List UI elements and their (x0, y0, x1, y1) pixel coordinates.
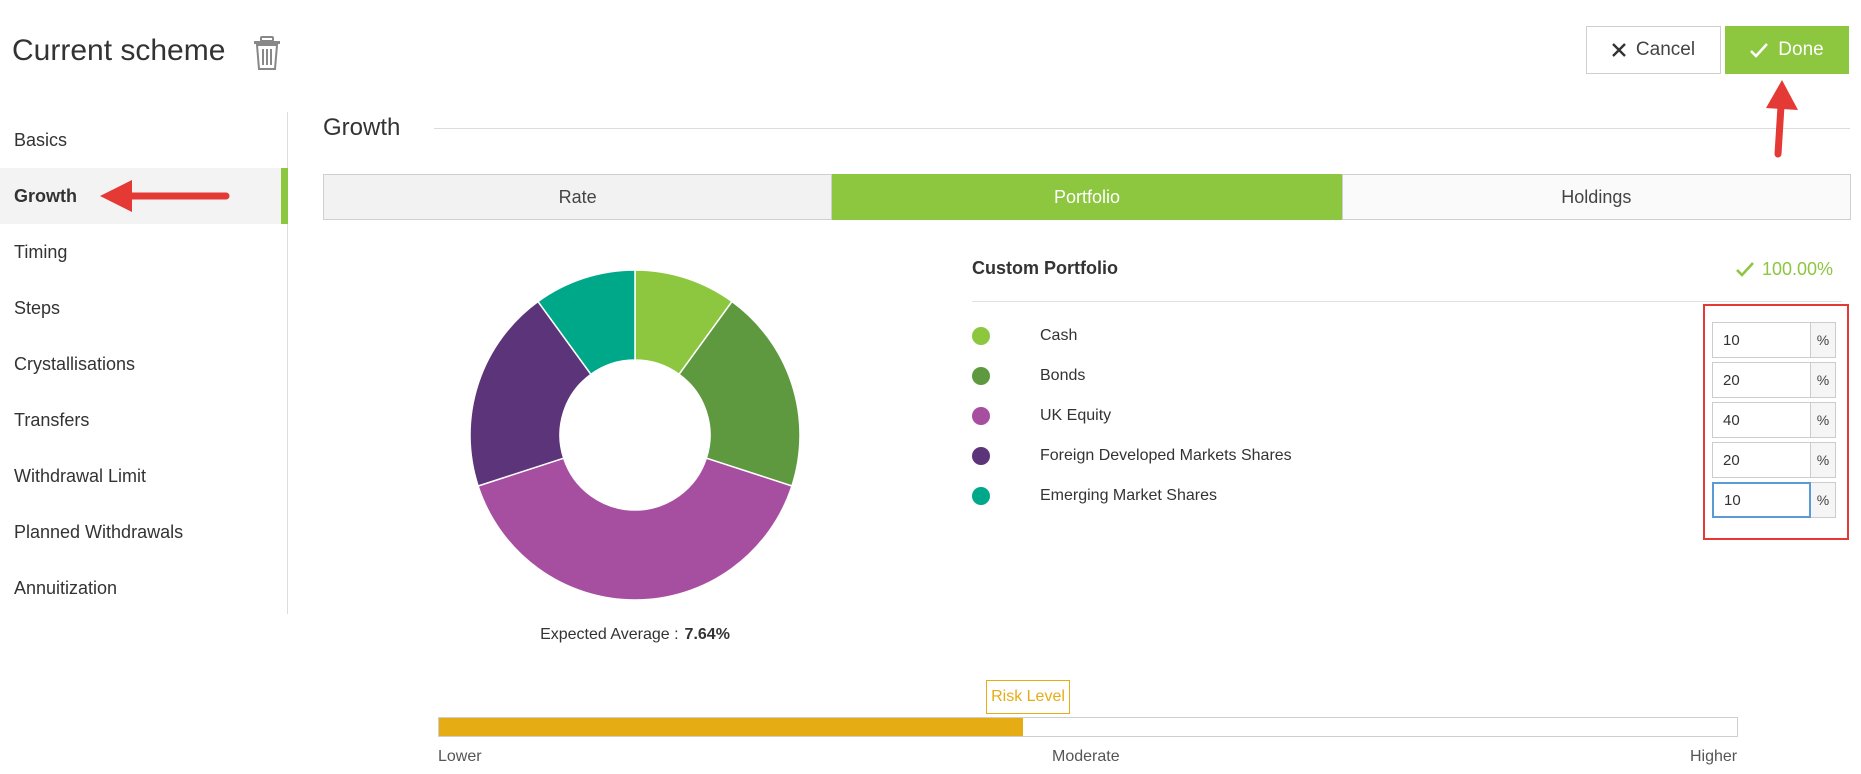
sidebar-item-timing[interactable]: Timing (14, 241, 68, 262)
sidebar-item-basics[interactable]: Basics (14, 129, 68, 150)
percent-unit: % (1811, 482, 1836, 518)
emerging-market-percent-group: % (1712, 482, 1836, 518)
risk-level-label: Risk Level (986, 680, 1070, 714)
check-icon (1750, 42, 1769, 58)
foreign-developed-percent-group: % (1712, 442, 1836, 478)
expected-average: Expected Average : 7.64% (460, 626, 810, 644)
portfolio-total: 100.00% (1736, 259, 1833, 280)
expected-average-label: Expected Average : (540, 626, 679, 643)
sidebar-item-planned-withdrawals[interactable]: Planned Withdrawals (14, 521, 184, 542)
asset-label: Cash (1040, 327, 1078, 344)
tab-portfolio[interactable]: Portfolio (832, 174, 1342, 220)
legend-dot-bonds (972, 367, 990, 385)
sidebar-item-steps[interactable]: Steps (14, 297, 61, 318)
portfolio-donut-chart (469, 269, 801, 601)
legend-dot-cash (972, 327, 990, 345)
close-icon (1612, 43, 1626, 57)
asset-row-bonds: Bonds (972, 356, 1692, 396)
cash-percent-input[interactable] (1712, 322, 1811, 358)
uk-equity-percent-input[interactable] (1712, 402, 1811, 438)
emerging-market-percent-input[interactable] (1712, 482, 1811, 518)
done-label: Done (1778, 39, 1824, 60)
asset-label: UK Equity (1040, 407, 1112, 424)
custom-portfolio-title: Custom Portfolio (972, 258, 1118, 278)
trash-icon[interactable] (252, 36, 282, 70)
risk-scale-lower: Lower (438, 748, 482, 765)
section-divider (434, 128, 1850, 129)
annotation-highlight-box (1703, 304, 1849, 540)
donut-slice-uk-equity (477, 457, 793, 601)
cash-percent-group: % (1712, 322, 1836, 358)
page-title: Current scheme (12, 34, 226, 67)
risk-scale-higher: Higher (1690, 748, 1738, 765)
foreign-developed-percent-input[interactable] (1712, 442, 1811, 478)
percent-unit: % (1811, 322, 1836, 358)
sidebar-item-growth[interactable]: Growth (0, 168, 288, 224)
percent-unit: % (1811, 442, 1836, 478)
donut-slice-foreign-developed-markets-shares (469, 300, 592, 487)
asset-label: Bonds (1040, 367, 1086, 384)
sidebar-item-crystallisations[interactable]: Crystallisations (14, 353, 136, 374)
bonds-percent-input[interactable] (1712, 362, 1811, 398)
asset-label: Emerging Market Shares (1040, 487, 1217, 504)
annotation-arrow-done (1766, 80, 1798, 158)
asset-row-foreign-developed: Foreign Developed Markets Shares (972, 436, 1692, 476)
percent-unit: % (1811, 402, 1836, 438)
sidebar-item-transfers[interactable]: Transfers (14, 409, 90, 430)
tab-rate[interactable]: Rate (323, 174, 833, 220)
percent-unit: % (1811, 362, 1836, 398)
donut-slice-emerging-market-shares (536, 269, 636, 376)
sidebar-nav: Basics Growth Timing Steps Crystallisati… (0, 112, 288, 614)
risk-scale-moderate: Moderate (1052, 748, 1120, 765)
asset-row-emerging-market: Emerging Market Shares (972, 476, 1692, 516)
uk-equity-percent-group: % (1712, 402, 1836, 438)
expected-average-value: 7.64% (684, 626, 730, 643)
tab-holdings[interactable]: Holdings (1341, 174, 1851, 220)
section-title: Growth (323, 114, 401, 141)
legend-dot-emerging-market (972, 487, 990, 505)
sidebar-item-withdrawal-limit[interactable]: Withdrawal Limit (14, 465, 147, 486)
cancel-button[interactable]: Cancel (1586, 26, 1721, 74)
legend-dot-uk-equity (972, 407, 990, 425)
legend-dot-foreign-developed (972, 447, 990, 465)
asset-label: Foreign Developed Markets Shares (1040, 447, 1292, 464)
risk-level-bar (438, 717, 1738, 737)
portfolio-total-value: 100.00% (1762, 259, 1834, 279)
asset-row-uk-equity: UK Equity (972, 396, 1692, 436)
risk-level-fill (439, 718, 1024, 736)
growth-tabs: Rate Portfolio Holdings (323, 174, 1851, 220)
check-icon (1736, 262, 1754, 277)
portfolio-divider (972, 301, 1842, 302)
cancel-label: Cancel (1635, 39, 1696, 60)
done-button[interactable]: Done (1725, 26, 1849, 74)
bonds-percent-group: % (1712, 362, 1836, 398)
sidebar-item-annuitization[interactable]: Annuitization (14, 577, 118, 598)
asset-row-cash: Cash (972, 316, 1692, 356)
donut-slice-bonds (678, 300, 801, 487)
